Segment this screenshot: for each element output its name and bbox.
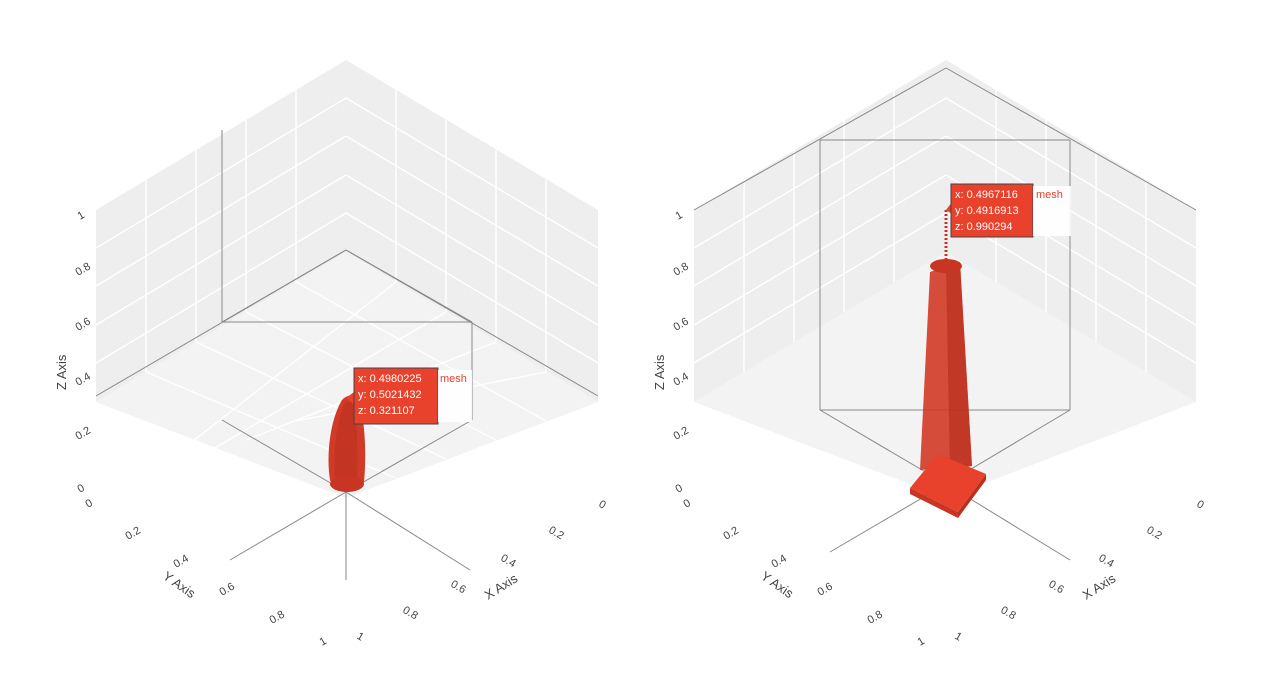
x-tick-4: 0.8 — [401, 604, 420, 622]
z-tick-1: 0.2 — [672, 425, 691, 443]
panel-back-right — [346, 60, 598, 402]
x-tick-3: 0.6 — [449, 578, 468, 596]
z-ticks: 0 0.2 0.4 0.6 0.8 1 — [74, 209, 93, 495]
z-tick-3: 0.6 — [672, 316, 691, 334]
z-axis-title: Z Axis — [652, 354, 667, 390]
x-tick-0: 0 — [597, 498, 608, 511]
y-ticks: 0 0.2 0.4 0.6 0.8 1 — [682, 497, 927, 648]
panel-floor — [96, 252, 598, 498]
y-tick-2: 0.4 — [172, 553, 191, 571]
z-tick-5: 1 — [76, 209, 87, 222]
x-ticks: 0 0.2 0.4 0.6 0.8 1 — [953, 498, 1206, 643]
hover-trace-name: mesh — [440, 373, 467, 385]
mesh-surface[interactable] — [910, 210, 986, 518]
hover-y: y: 0.4916913 — [955, 205, 1019, 217]
z-axis-title: Z Axis — [54, 354, 69, 390]
y-tick-5: 1 — [916, 635, 927, 648]
hover-label: x: 0.4967116 y: 0.4916913 z: 0.990294 me… — [946, 183, 1071, 238]
x-tick-4: 0.8 — [999, 604, 1018, 622]
y-tick-1: 0.2 — [722, 525, 741, 543]
x-tick-5: 1 — [953, 630, 964, 643]
x-tick-2: 0.4 — [499, 552, 518, 570]
hover-z: z: 0.321107 — [358, 405, 415, 417]
y-tick-3: 0.6 — [218, 581, 237, 599]
y-tick-2: 0.4 — [770, 553, 789, 571]
x-axis-title: X Axis — [482, 570, 521, 602]
z-tick-3: 0.6 — [74, 316, 93, 334]
panel-back-left — [96, 60, 346, 402]
hover-x: x: 0.4980225 — [358, 373, 422, 385]
scene-left[interactable]: x: 0.4980225 y: 0.5021432 z: 0.321107 me… — [54, 60, 608, 649]
hover-z: z: 0.990294 — [955, 221, 1013, 233]
y-ticks: 0 0.2 0.4 0.6 0.8 1 — [84, 497, 329, 648]
x-tick-0: 0 — [1195, 498, 1206, 511]
hover-trace-name: mesh — [1036, 189, 1063, 201]
x-tick-2: 0.4 — [1097, 552, 1116, 570]
hover-x: x: 0.4967116 — [955, 189, 1018, 201]
y-axis-title: Y Axis — [758, 568, 796, 601]
z-tick-4: 0.8 — [672, 261, 691, 279]
z-tick-5: 1 — [674, 209, 685, 222]
x-axis-title: X Axis — [1080, 570, 1119, 602]
x-ticks: 0 0.2 0.4 0.6 0.8 1 — [355, 498, 608, 643]
x-tick-5: 1 — [355, 630, 366, 643]
scene-right[interactable]: x: 0.4967116 y: 0.4916913 z: 0.990294 me… — [652, 60, 1206, 649]
hover-label: x: 0.4980225 y: 0.5021432 z: 0.321107 me… — [346, 367, 472, 425]
x-tick-1: 0.2 — [547, 524, 566, 542]
z-tick-4: 0.8 — [74, 261, 93, 279]
y-tick-5: 1 — [318, 635, 329, 648]
y-tick-0: 0 — [84, 497, 95, 510]
y-tick-4: 0.8 — [866, 609, 885, 627]
z-ticks: 0 0.2 0.4 0.6 0.8 1 — [672, 209, 691, 495]
z-tick-1: 0.2 — [74, 425, 93, 443]
y-axis-title: Y Axis — [160, 568, 198, 601]
y-tick-1: 0.2 — [124, 525, 143, 543]
x-tick-1: 0.2 — [1145, 524, 1164, 542]
z-tick-0: 0 — [76, 482, 87, 495]
spike-lines — [95, 130, 599, 580]
x-tick-3: 0.6 — [1047, 578, 1066, 596]
gridlines — [693, 90, 1197, 372]
y-tick-0: 0 — [682, 497, 693, 510]
y-tick-3: 0.6 — [816, 581, 835, 599]
y-tick-4: 0.8 — [268, 609, 287, 627]
z-tick-0: 0 — [674, 482, 685, 495]
hover-y: y: 0.5021432 — [358, 389, 422, 401]
z-tick-2: 0.4 — [672, 371, 691, 389]
z-tick-2: 0.4 — [74, 371, 93, 389]
